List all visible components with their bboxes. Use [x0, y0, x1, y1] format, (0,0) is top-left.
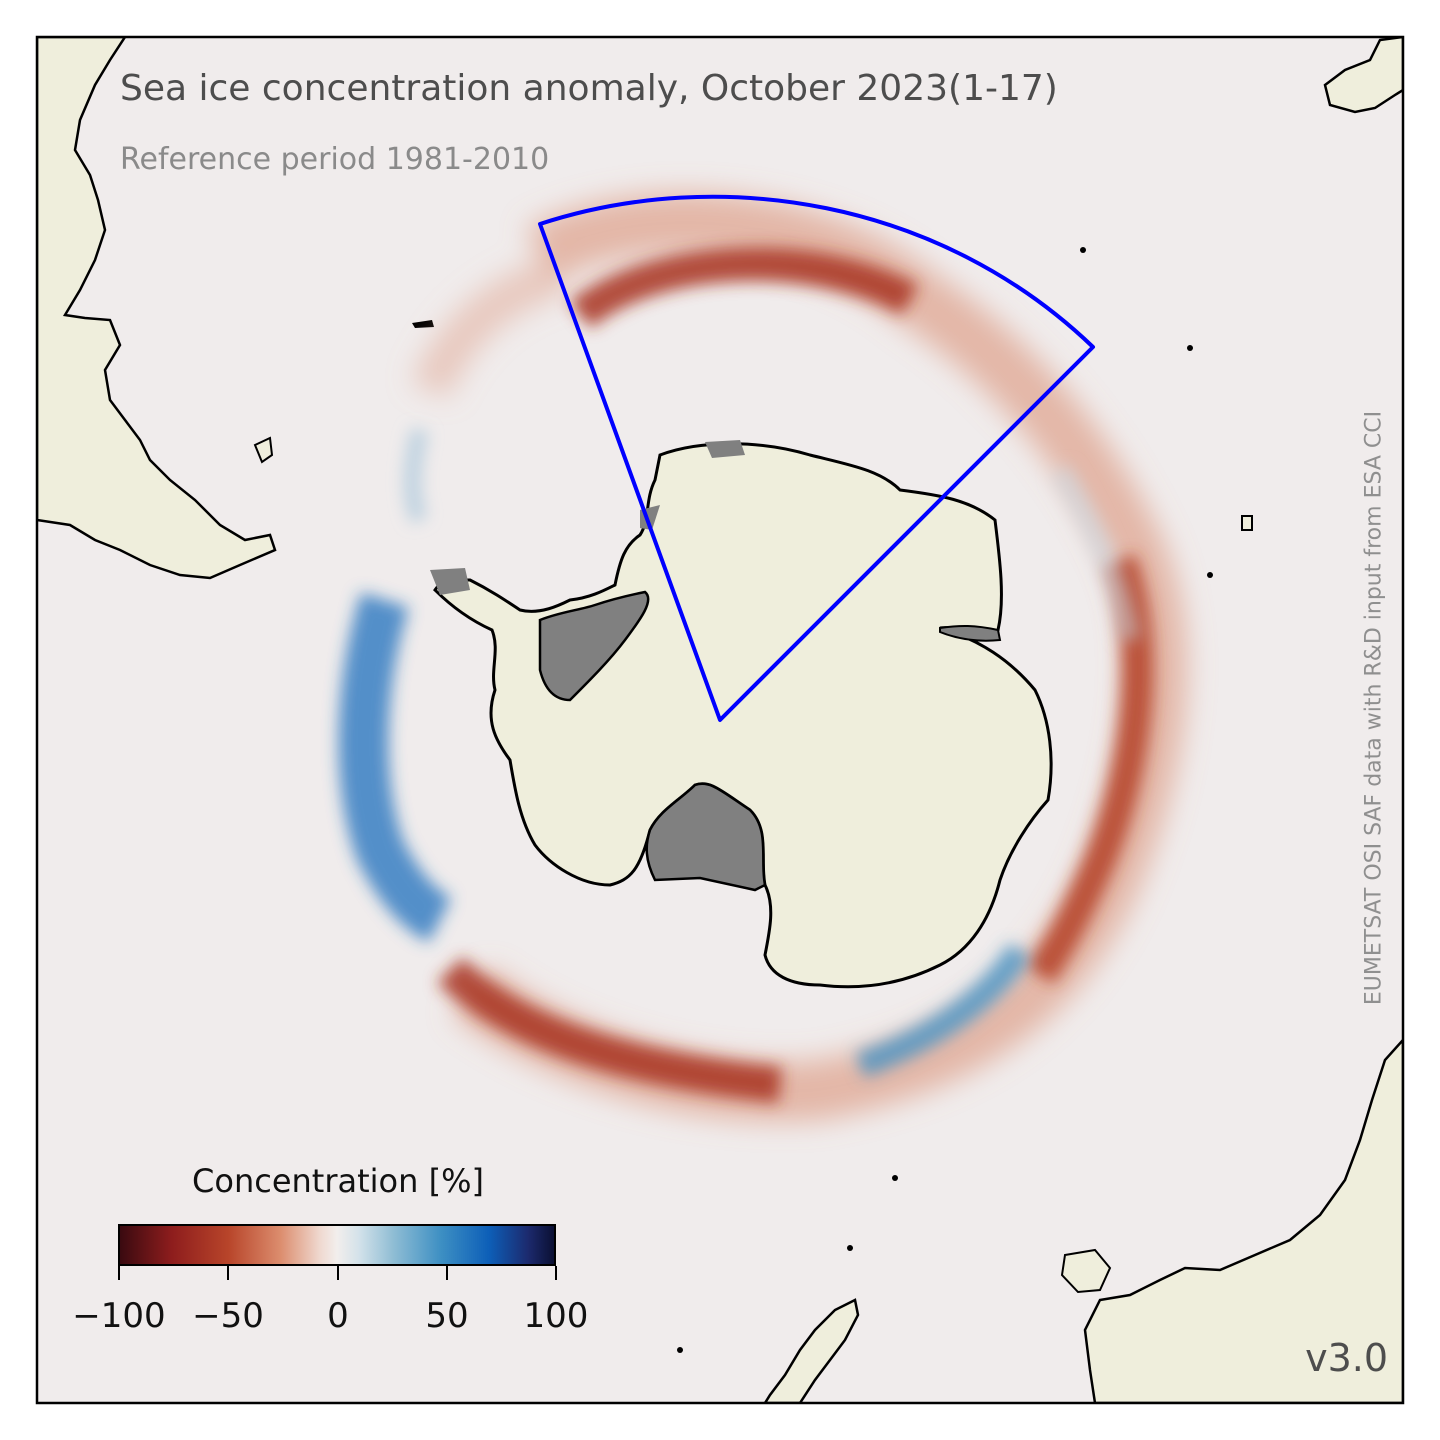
island [1241, 515, 1253, 531]
island [847, 1245, 853, 1251]
colorbar-tick-label: 0 [327, 1296, 349, 1336]
colorbar-tick-label: −100 [72, 1296, 166, 1336]
colorbar-tick [555, 1266, 557, 1280]
island [412, 320, 434, 328]
tasmania [1060, 1248, 1112, 1294]
amery-ice-shelf [939, 624, 1002, 642]
map-title: Sea ice concentration anomaly, October 2… [120, 68, 1058, 109]
island [1080, 247, 1086, 253]
island [1207, 572, 1213, 578]
map-subtitle: Reference period 1981-2010 [120, 142, 550, 177]
colorbar-tick [118, 1266, 120, 1280]
ross-ice-shelf [645, 782, 767, 892]
colorbar-tick-label: 50 [425, 1296, 469, 1336]
version-label: v3.0 [1305, 1336, 1388, 1380]
colorbar [118, 1224, 556, 1266]
island [892, 1175, 898, 1181]
falkland-islands [253, 436, 274, 464]
colorbar-tick-label: 100 [523, 1296, 589, 1336]
ice-shelf-small [705, 440, 745, 458]
ronne-filchner-ice-shelf [538, 590, 650, 702]
colorbar-tick [227, 1266, 229, 1280]
sector-outline [538, 194, 1095, 722]
new-zealand [763, 1298, 860, 1403]
colorbar-tick [337, 1266, 339, 1280]
colorbar-label: Concentration [%] [192, 1162, 484, 1200]
plot-border [35, 35, 1405, 1405]
data-credit: EUMETSAT OSI SAF data with R&D input fro… [1361, 410, 1387, 1006]
island [1187, 345, 1193, 351]
colorbar-tick [446, 1266, 448, 1280]
ice-shelf-small [430, 568, 470, 595]
positive-anomaly-band [338, 427, 1141, 1078]
colorbar-tick-label: −50 [192, 1296, 264, 1336]
south-america-landmass [37, 37, 277, 580]
island [677, 1347, 683, 1353]
australia-landmass [1083, 1038, 1403, 1403]
africa-landmass [1323, 37, 1403, 114]
